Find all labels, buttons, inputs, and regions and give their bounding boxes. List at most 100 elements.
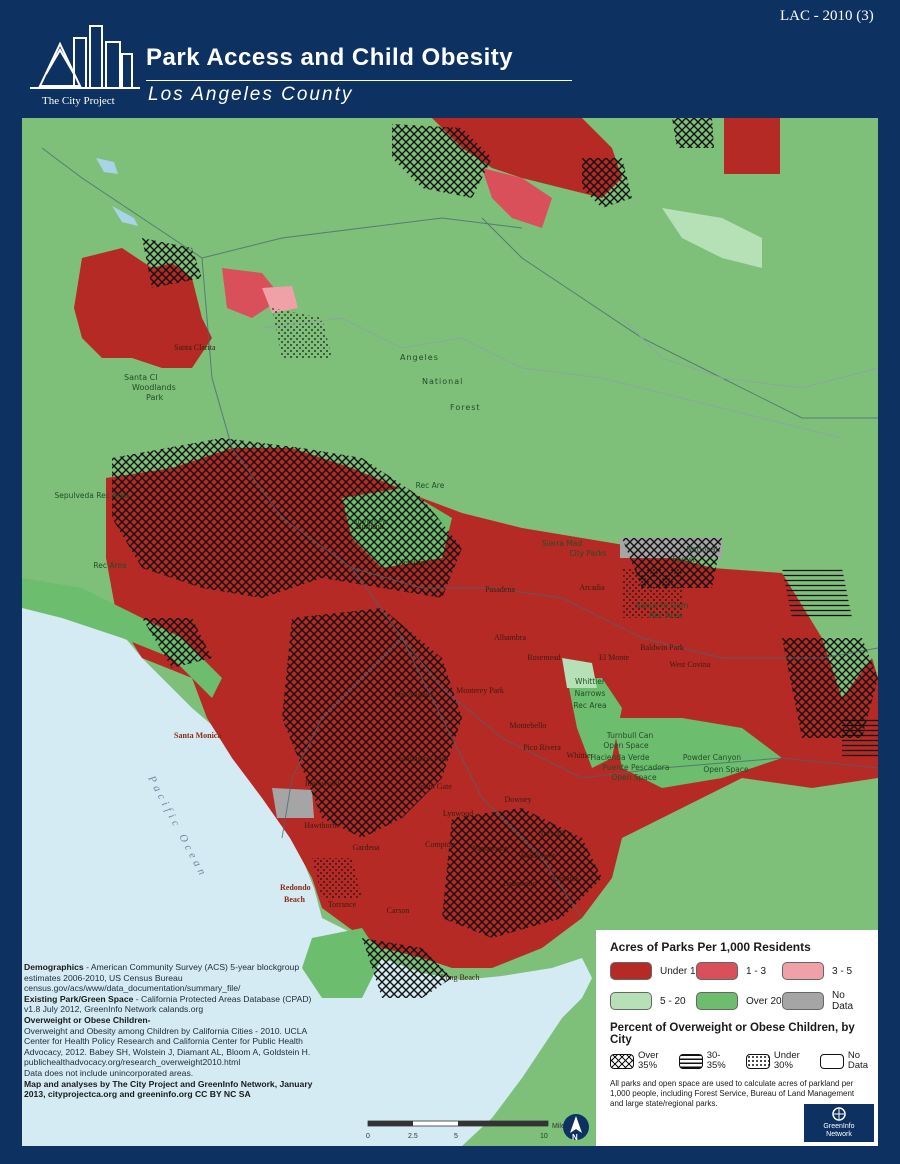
park-label: Hacienda Verde xyxy=(590,753,649,762)
legend-label: Under 1 xyxy=(660,965,696,977)
source-demographics-text: - American Community Survey (ACS) 5-year… xyxy=(24,962,300,994)
city-label: Lakewood xyxy=(503,879,537,888)
scale-tick-0: 0 xyxy=(366,1133,370,1140)
light-green-patches xyxy=(562,658,597,688)
greeninfo-logo-line-2: Network xyxy=(826,1131,852,1138)
over35-hatch xyxy=(112,118,878,998)
legend-swatch xyxy=(610,992,652,1010)
source-obesity: Overweight or Obese Children- xyxy=(24,1015,324,1026)
pacific-ocean xyxy=(22,588,592,1146)
city-label: West Covina xyxy=(670,660,711,669)
legend-swatch xyxy=(782,962,824,980)
park-label: Sepulveda Rec Area xyxy=(54,491,129,500)
legend-parks-class: 1 - 3 xyxy=(696,962,782,980)
santa-clarita-park-1: Santa Cl xyxy=(124,373,157,382)
greeninfo-logo: GreenInfo Network xyxy=(804,1104,874,1142)
roads xyxy=(41,147,878,919)
legend-swatch xyxy=(696,962,738,980)
park-label: Narrows xyxy=(575,689,606,698)
no-data-areas xyxy=(272,788,314,818)
puente-hills xyxy=(612,718,782,788)
city-label: Burbank xyxy=(356,522,384,531)
north-pink xyxy=(482,168,552,228)
forest-boundary xyxy=(261,317,878,439)
park-label: Powder Canyon xyxy=(683,753,741,762)
park-label: anyon Pa xyxy=(353,517,387,526)
source-parks-text: - California Protected Areas Database (C… xyxy=(24,993,312,1015)
park-label: Turnbull Can xyxy=(606,731,654,740)
city-project-logo-icon xyxy=(30,25,140,89)
santa-clarita-park-3: Park xyxy=(146,393,164,402)
city-label: Baldwin Park xyxy=(640,643,684,652)
legend-obesity-label-line1: Under xyxy=(773,1050,800,1061)
legend-parks-classes: Under 1 1 - 3 3 - 5 5 - 20 Over 20 No Data xyxy=(610,962,868,1012)
scale-tick-2: 5 xyxy=(454,1133,458,1140)
park-label: Whittier xyxy=(575,677,606,686)
legend-parks-title: Acres of Parks Per 1,000 Residents xyxy=(610,940,811,954)
north-arrow-icon: N xyxy=(563,1114,589,1142)
scale-tick-3: 10 xyxy=(540,1133,548,1140)
legend-obesity-class: 30- 35% xyxy=(678,1051,726,1071)
forest-label-3: Forest xyxy=(450,403,481,412)
label-santa-clarita: Santa Clarita xyxy=(174,343,216,352)
legend-note: All parks and open space are used to cal… xyxy=(610,1079,855,1108)
lake xyxy=(112,206,138,226)
greeninfo-logo-line-1: GreenInfo xyxy=(823,1123,855,1130)
greeninfo-logo-icon xyxy=(832,1107,846,1121)
label-santa-clarita-park: Santa Cl Woodlands Park xyxy=(124,373,176,402)
park-label: Puente Pescadora xyxy=(603,763,670,772)
city-label: Carson xyxy=(387,906,410,915)
lake xyxy=(96,158,118,174)
park-label: Sierra Mad xyxy=(542,539,583,548)
legend-swatch xyxy=(782,992,824,1010)
city-label: Inglewood xyxy=(305,779,339,788)
city-label: Pasadena xyxy=(485,585,515,594)
legend-obesity-label: 30- 35% xyxy=(707,1051,726,1071)
city-label: Long Beach xyxy=(441,973,480,982)
city-label: Montebello xyxy=(510,721,547,730)
park-label: Santa Fe Dam xyxy=(636,601,689,610)
label-redondo-1: Redondo xyxy=(280,883,311,892)
city-label: Huntington Park xyxy=(395,754,448,763)
page-subtitle: Los Angeles County xyxy=(148,84,354,105)
legend-obesity-class: Under 30% xyxy=(745,1050,800,1071)
park-label: Rec Area xyxy=(93,561,126,570)
legend-label: 5 - 20 xyxy=(660,995,686,1007)
source-disclaimer: Data does not include unincorporated are… xyxy=(24,1067,194,1078)
park-label: Open Space xyxy=(611,773,657,782)
map-id: LAC - 2010 (3) xyxy=(780,8,874,24)
city-label: South Gate xyxy=(416,782,452,791)
legend-parks-class: Under 1 xyxy=(610,962,696,980)
legend-obesity-label-line2: Data xyxy=(847,1060,868,1071)
source-obesity-url: publichealthadvocacy.org/research_overwe… xyxy=(24,1057,241,1068)
30-35-lines xyxy=(782,568,878,758)
source-demographics: Demographics - American Community Survey… xyxy=(24,962,324,994)
legend-obesity-label-line1: 30- xyxy=(706,1050,721,1061)
map-canvas[interactable]: Angeles National Forest Santa Clarita Sa… xyxy=(22,118,878,1146)
forest-label-2: National xyxy=(422,377,463,386)
legend-swatch xyxy=(696,992,738,1010)
legend: Acres of Parks Per 1,000 Residents Under… xyxy=(596,930,878,1146)
header: The City Project Park Access and Child O… xyxy=(0,0,900,118)
legend-parks-class: No Data xyxy=(782,990,868,1012)
legend-swatch xyxy=(610,962,652,980)
city-label: Glendale xyxy=(396,558,425,567)
legend-obesity-label-line1: Over xyxy=(638,1050,659,1061)
north-light-green xyxy=(662,208,762,268)
source-obesity-head: Overweight or Obese Children- xyxy=(24,1014,151,1025)
north-arrow-label: N xyxy=(572,1133,578,1142)
label-redondo-2: Beach xyxy=(284,895,305,904)
city-label: Hawthorne xyxy=(304,821,340,830)
logo-text: The City Project xyxy=(42,95,115,107)
city-label: Torrance xyxy=(328,900,357,909)
city-label: Cerritos xyxy=(553,874,579,883)
park-label: Rec Area xyxy=(649,611,682,620)
legend-pattern-swatch xyxy=(610,1053,634,1069)
legend-pattern-swatch xyxy=(745,1053,770,1069)
city-label: Whittier xyxy=(567,751,594,760)
park-label: Rec Area xyxy=(573,701,606,710)
city-label: Alhambra xyxy=(494,633,526,642)
forest-label: Angeles National Forest xyxy=(400,353,481,412)
sources-panel: Demographics - American Community Survey… xyxy=(24,962,324,1100)
park-label: National xyxy=(686,545,717,554)
